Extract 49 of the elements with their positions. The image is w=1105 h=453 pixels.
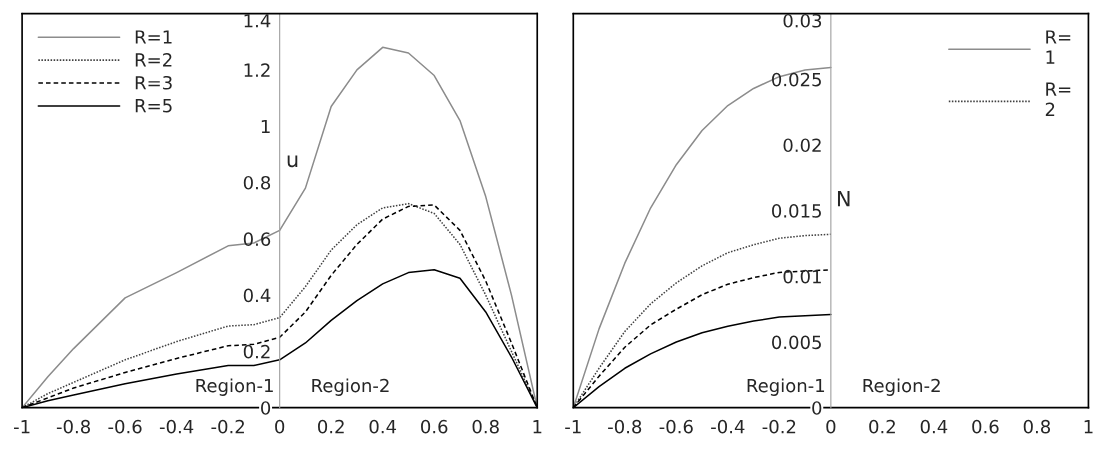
x-tick-label: 0.6 xyxy=(421,419,448,434)
y-tick-label: 0.4 xyxy=(243,288,271,303)
x-tick-label: 0 xyxy=(275,419,285,434)
y-tick-label: 0.6 xyxy=(243,232,271,246)
x-tick-label: -1 xyxy=(13,420,30,434)
x-tick-label: -1 xyxy=(565,420,581,434)
legend-label: R=3 xyxy=(135,75,172,90)
y-tick-label: 0.03 xyxy=(783,13,822,28)
y-tick-label: 1.4 xyxy=(244,14,271,28)
x-tick-label: -0.4 xyxy=(159,419,194,434)
annotation: Region-2 xyxy=(312,378,389,396)
annotation: Region-1 xyxy=(196,378,273,396)
x-tick-label: -0.2 xyxy=(211,419,244,434)
y-tick-label: 0.8 xyxy=(243,175,271,190)
y-tick-label: 0.005 xyxy=(772,335,821,350)
x-tick-label: 0.8 xyxy=(1023,419,1051,434)
y-tick-label: 0.01 xyxy=(783,269,821,284)
annotation: Region-2 xyxy=(863,378,940,396)
y-tick-label: 1 xyxy=(261,119,270,134)
legend-label: R= 1 xyxy=(1046,30,1071,64)
x-tick-label: 0.4 xyxy=(369,419,397,434)
x-tick-label: 0 xyxy=(826,419,836,434)
legend-label: R=2 xyxy=(135,53,172,67)
x-tick-label: 0.2 xyxy=(318,419,344,434)
x-tick-label: 0.6 xyxy=(972,419,999,434)
y-tick-label: 1.2 xyxy=(244,63,270,77)
y-axis-title: N xyxy=(837,191,850,207)
x-tick-label: 1 xyxy=(1084,420,1093,434)
x-tick-label: -0.2 xyxy=(762,419,796,434)
y-tick-label: 0.025 xyxy=(772,72,821,87)
x-tick-label: -0.6 xyxy=(659,419,693,434)
x-tick-label: -0.8 xyxy=(608,419,642,434)
x-tick-label: -0.8 xyxy=(56,419,90,434)
legend-label: R=1 xyxy=(135,30,172,44)
x-tick-label: 1 xyxy=(533,420,542,434)
x-tick-label: 0.2 xyxy=(869,419,895,434)
x-tick-label: 0.4 xyxy=(920,419,948,434)
legend-label: R=5 xyxy=(135,99,172,113)
x-tick-label: -0.6 xyxy=(108,419,142,434)
y-tick-label: 0.015 xyxy=(772,204,821,218)
y-tick-label: 0.02 xyxy=(783,138,821,153)
y-tick-label: 0 xyxy=(812,401,822,415)
x-tick-label: -0.4 xyxy=(711,419,745,434)
legend-label: R= 2 xyxy=(1045,82,1071,116)
y-axis-title: u xyxy=(287,155,298,168)
y-tick-label: 0.2 xyxy=(243,344,270,359)
x-tick-label: 0.8 xyxy=(472,419,499,434)
annotation: Region-1 xyxy=(747,378,825,396)
y-tick-label: 0 xyxy=(261,401,271,415)
